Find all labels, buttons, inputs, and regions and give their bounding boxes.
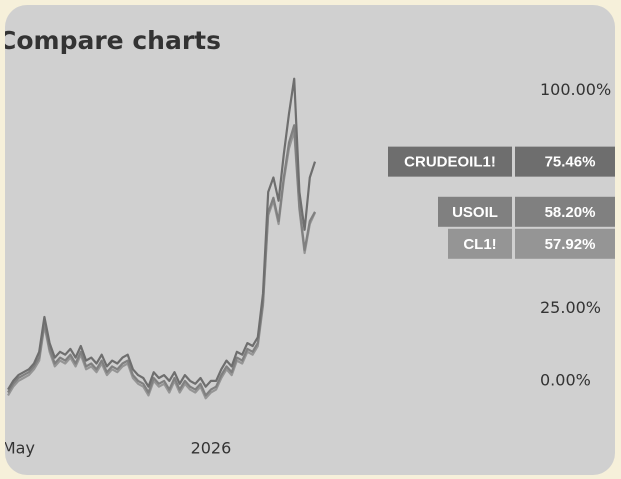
badge-name-box [438,196,512,227]
x-tick-label: May [2,439,35,458]
y-tick-label: 100.00% [540,80,611,99]
y-tick-label: 25.00% [540,298,601,317]
y-tick-label: 0.00% [540,370,591,389]
x-tick-label: 2026 [191,439,232,458]
value-label: 57.92% [545,236,596,253]
value-label: 75.46% [545,154,596,171]
value-label: 58.20% [545,204,596,221]
badge-value-box [515,196,615,227]
panel [5,5,615,475]
badge-name-box [388,146,512,177]
plot: Compare charts 0.00% 25.00% 100.00% May 2026… [0,26,615,458]
legend-label: CL1! [463,236,496,253]
badge-value-box [515,228,615,259]
chart-title: Compare charts [0,26,221,55]
legend-label: CRUDEOIL1! [404,154,496,171]
badge-name-box [448,228,512,259]
legend-label: USOIL [452,204,498,221]
badge-value-box [515,146,615,177]
series-line [7,77,317,391]
